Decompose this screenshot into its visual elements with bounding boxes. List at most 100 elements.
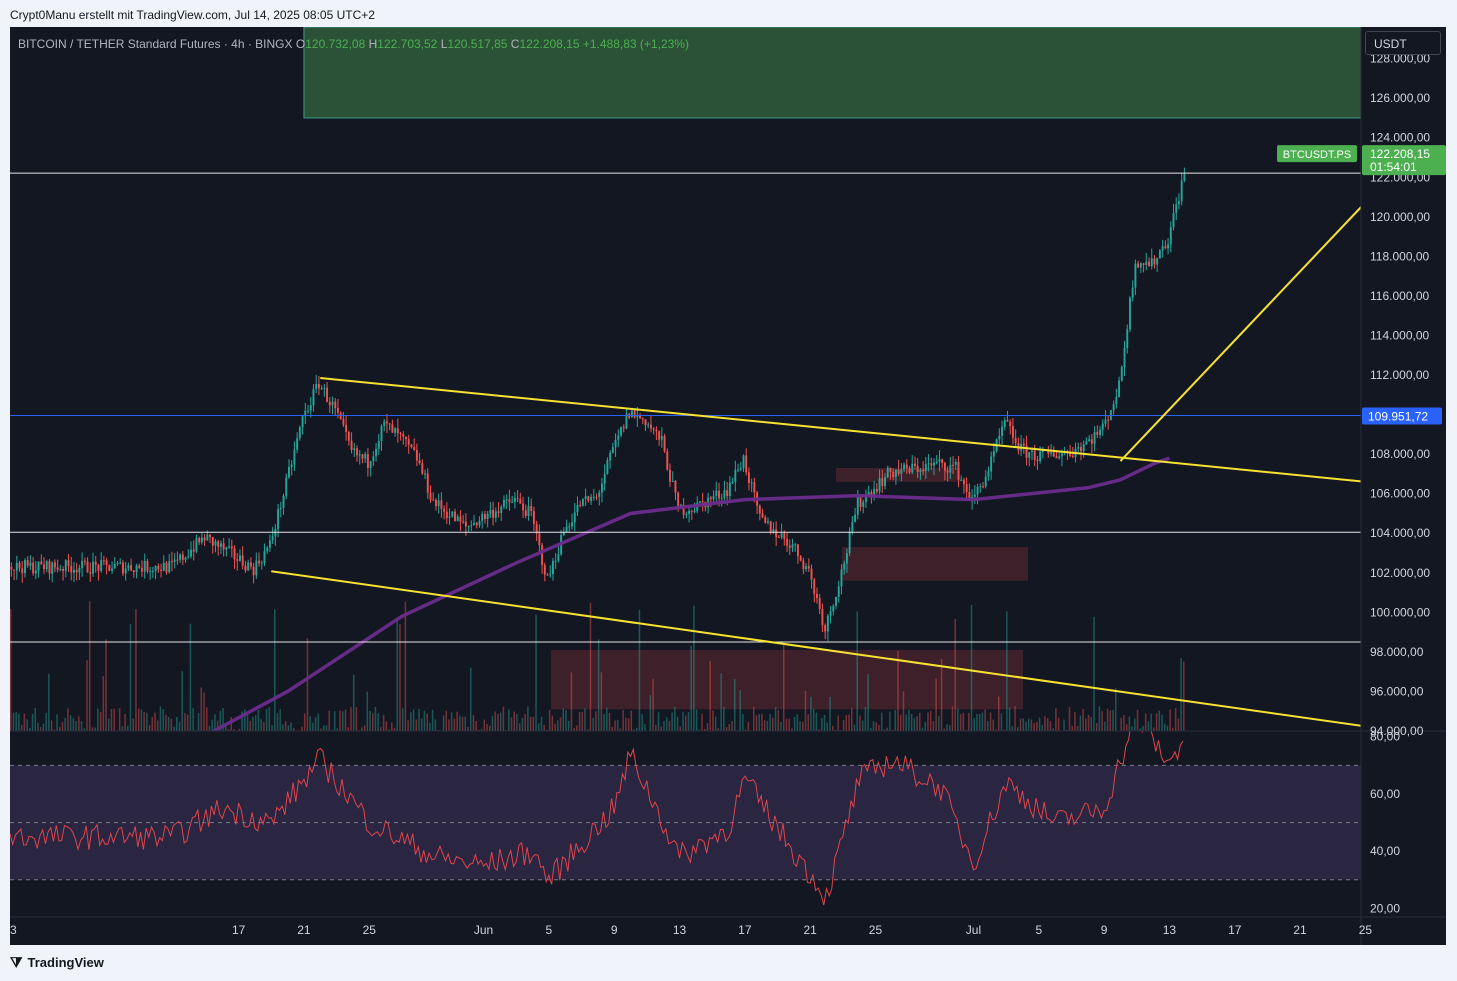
candle-body bbox=[1129, 297, 1131, 330]
volume-bar bbox=[965, 729, 967, 731]
volume-bar bbox=[927, 712, 929, 731]
volume-bar bbox=[69, 715, 72, 731]
candle-body bbox=[424, 473, 427, 475]
candle-body bbox=[824, 625, 827, 632]
candle-body bbox=[1069, 452, 1072, 456]
candle-body bbox=[614, 439, 617, 448]
candle-body bbox=[1082, 444, 1085, 452]
candle-body bbox=[451, 511, 454, 517]
candle-body bbox=[786, 538, 788, 546]
price-tick-label: 124.000,00 bbox=[1370, 131, 1430, 145]
volume-bar bbox=[352, 674, 355, 731]
candle-body bbox=[445, 511, 448, 518]
volume-bar bbox=[382, 714, 385, 731]
level-price-box bbox=[1362, 407, 1442, 425]
candle-body bbox=[233, 548, 236, 560]
volume-bar bbox=[412, 709, 415, 731]
volume-bar bbox=[772, 717, 774, 731]
volume-bar bbox=[657, 712, 660, 731]
volume-bar bbox=[293, 728, 295, 731]
candle-body bbox=[135, 565, 138, 573]
candle-body bbox=[745, 455, 748, 473]
volume-bar bbox=[23, 713, 26, 731]
candle-body bbox=[998, 435, 1001, 440]
volume-bar bbox=[976, 713, 978, 731]
volume-bar bbox=[137, 708, 140, 731]
volume-bar bbox=[557, 720, 559, 731]
volume-bar bbox=[385, 721, 388, 731]
volume-bar bbox=[434, 719, 437, 731]
candle-body bbox=[266, 547, 269, 552]
volume-bar bbox=[456, 711, 458, 731]
candle-body bbox=[810, 568, 813, 580]
candle-body bbox=[889, 467, 892, 472]
volume-bar bbox=[595, 711, 597, 731]
volume-bar bbox=[875, 722, 878, 731]
volume-bar bbox=[442, 715, 445, 731]
candle-body bbox=[712, 495, 715, 500]
candle-body bbox=[1145, 261, 1148, 265]
volume-bar bbox=[72, 718, 75, 731]
volume-bar bbox=[548, 709, 551, 731]
volume-bar bbox=[58, 726, 61, 731]
candle-body bbox=[475, 522, 478, 526]
volume-bar bbox=[37, 722, 39, 731]
candle-body bbox=[1118, 380, 1121, 397]
candle-body bbox=[141, 567, 143, 572]
volume-bar bbox=[1036, 722, 1038, 731]
candle-body bbox=[328, 401, 331, 406]
candle-body bbox=[312, 389, 315, 406]
volume-bar bbox=[535, 614, 537, 731]
last-price-box bbox=[1362, 145, 1446, 176]
candle-body bbox=[146, 560, 149, 572]
candle-body bbox=[391, 424, 394, 433]
candle-body bbox=[111, 568, 114, 571]
volume-bar bbox=[872, 721, 875, 731]
candle-body bbox=[941, 459, 944, 464]
volume-bar bbox=[1087, 714, 1090, 731]
candle-body bbox=[865, 494, 867, 502]
chart-panel[interactable]: 94.000,00 96.000,00 98.000,00 100.000,00 102… bbox=[10, 27, 1446, 945]
candle-body bbox=[24, 560, 26, 574]
volume-bar bbox=[668, 720, 671, 731]
volume-bar bbox=[546, 729, 548, 731]
candle-body bbox=[554, 560, 557, 562]
chart-canvas[interactable]: 94.000,00 96.000,00 98.000,00 100.000,00 102… bbox=[10, 27, 1446, 945]
volume-bar bbox=[578, 711, 581, 731]
candle-body bbox=[160, 569, 163, 571]
currency-button[interactable]: USDT bbox=[1365, 31, 1441, 55]
volume-bar bbox=[1163, 723, 1166, 731]
volume-bar bbox=[244, 709, 246, 731]
volume-bar bbox=[1147, 721, 1150, 731]
candle-body bbox=[788, 545, 791, 548]
candle-body bbox=[750, 482, 753, 484]
candle-body bbox=[639, 415, 642, 419]
candle-body bbox=[1104, 419, 1107, 424]
volume-bar bbox=[897, 650, 899, 731]
candle-body bbox=[285, 477, 288, 496]
close-label: C bbox=[510, 37, 520, 51]
volume-bar bbox=[788, 718, 790, 731]
volume-bar bbox=[184, 712, 186, 731]
candle-body bbox=[132, 570, 135, 573]
candle-body bbox=[832, 605, 835, 612]
candle-body bbox=[440, 500, 443, 509]
volume-bar bbox=[156, 720, 159, 731]
volume-bar bbox=[56, 714, 58, 731]
volume-bar bbox=[162, 709, 164, 731]
candle-body bbox=[1088, 439, 1091, 442]
candle-body bbox=[622, 427, 625, 429]
volume-bar bbox=[755, 715, 758, 731]
candle-body bbox=[288, 467, 290, 478]
volume-bar bbox=[625, 717, 627, 731]
candle-body bbox=[432, 499, 435, 501]
volume-bar bbox=[154, 712, 156, 731]
time-tick-label: 17 bbox=[1228, 923, 1242, 937]
candle-body bbox=[821, 609, 824, 626]
volume-bar bbox=[540, 716, 543, 731]
candle-body bbox=[919, 469, 922, 472]
volume-bar bbox=[1128, 716, 1131, 731]
candle-body bbox=[873, 488, 876, 497]
volume-bar bbox=[124, 714, 126, 731]
volume-bar bbox=[50, 720, 53, 731]
